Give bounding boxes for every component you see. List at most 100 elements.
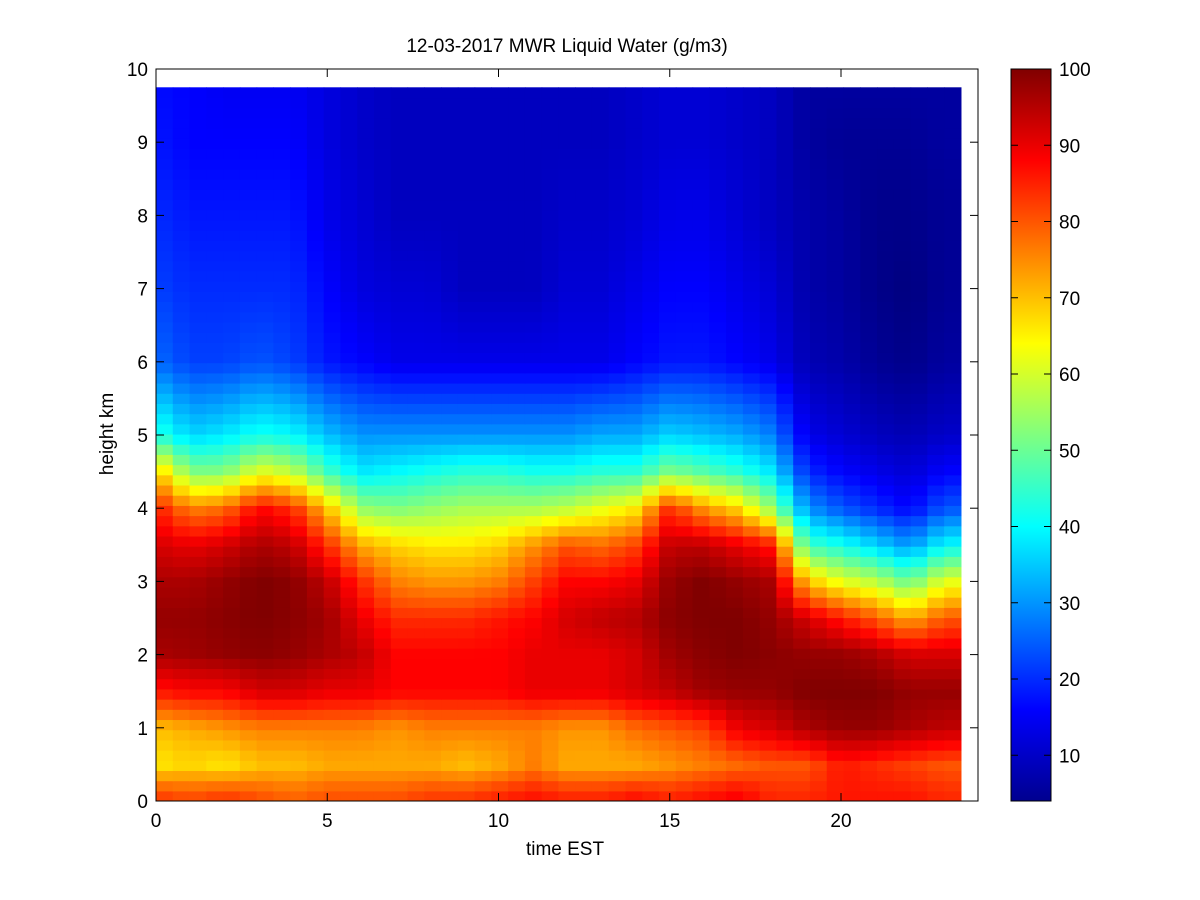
heatmap-cell [441, 321, 459, 333]
heatmap-cell [826, 168, 845, 180]
heatmap-cell [340, 107, 358, 119]
heatmap-cell [826, 474, 845, 486]
heatmap-cell [189, 760, 207, 772]
heatmap-cell [273, 678, 291, 690]
heatmap-cell [172, 311, 191, 323]
heatmap-cell [776, 189, 794, 201]
heatmap-cell [441, 709, 459, 721]
heatmap-cell [759, 219, 778, 231]
heatmap-cell [809, 719, 828, 731]
heatmap-cell [340, 209, 358, 221]
heatmap-cell [893, 352, 912, 364]
heatmap-cell [793, 474, 811, 486]
heatmap-cell [491, 515, 509, 527]
heatmap-cell [591, 281, 610, 292]
heatmap-cell [709, 189, 727, 201]
heatmap-cell [877, 617, 895, 629]
heatmap-cell [927, 709, 945, 721]
heatmap-cell [558, 230, 576, 241]
heatmap-cell [793, 372, 811, 384]
heatmap-cell [290, 515, 308, 527]
heatmap-cell [625, 382, 643, 394]
heatmap-cell [826, 729, 845, 741]
heatmap-cell [793, 107, 811, 119]
heatmap-cell [625, 668, 643, 680]
heatmap-cell [843, 433, 861, 445]
heatmap-cell [156, 230, 174, 241]
heatmap-cell [709, 444, 727, 455]
heatmap-cell [290, 750, 308, 761]
heatmap-cell [206, 515, 224, 527]
heatmap-cell [692, 270, 710, 282]
heatmap-cell [256, 780, 274, 792]
heatmap-cell [189, 97, 207, 109]
y-tick-label: 6 [137, 353, 148, 374]
heatmap-cell [373, 117, 392, 129]
heatmap-cell [239, 678, 258, 690]
heatmap-cell [457, 158, 476, 170]
heatmap-cell [776, 301, 794, 313]
heatmap-cell [826, 158, 845, 170]
heatmap-cell [591, 413, 610, 425]
heatmap-cell [608, 627, 627, 639]
heatmap-cell [893, 637, 912, 649]
heatmap-cell [575, 250, 593, 262]
heatmap-cell [290, 709, 308, 721]
heatmap-cell [759, 199, 778, 211]
heatmap-cell [340, 617, 358, 629]
heatmap-cell [524, 413, 543, 425]
heatmap-cell [809, 382, 828, 394]
heatmap-cell [944, 413, 962, 425]
heatmap-cell [474, 148, 492, 160]
heatmap-cell [357, 484, 375, 496]
heatmap-cell [273, 750, 291, 761]
heatmap-cell [575, 597, 593, 608]
heatmap-cell [491, 403, 509, 415]
heatmap-cell [306, 525, 325, 537]
heatmap-cell [457, 597, 476, 608]
heatmap-cell [659, 321, 677, 333]
heatmap-cell [373, 240, 392, 252]
heatmap-cell [306, 168, 325, 180]
heatmap-cell [508, 576, 526, 588]
heatmap-cell [944, 739, 962, 751]
heatmap-cell [675, 474, 694, 486]
heatmap-cell [809, 699, 828, 710]
heatmap-cell [558, 362, 576, 374]
heatmap-cell [625, 709, 643, 721]
heatmap-cell [826, 617, 845, 629]
heatmap-cell [290, 87, 308, 99]
heatmap-cell [877, 372, 895, 384]
heatmap-cell [726, 515, 744, 527]
heatmap-cell [742, 505, 761, 517]
heatmap-cell [692, 678, 710, 690]
heatmap-cell [508, 515, 526, 527]
heatmap-cell [642, 648, 660, 659]
heatmap-cell [726, 586, 744, 598]
heatmap-cell [860, 301, 878, 313]
heatmap-cell [675, 158, 694, 170]
heatmap-cell [407, 637, 425, 649]
heatmap-cell [893, 393, 912, 404]
heatmap-cell [793, 230, 811, 241]
heatmap-cell [726, 617, 744, 629]
heatmap-cell [441, 546, 459, 557]
heatmap-cell [206, 240, 224, 252]
heatmap-cell [223, 556, 241, 568]
heatmap-cell [776, 709, 794, 721]
heatmap-cell [373, 423, 392, 435]
heatmap-cell [893, 270, 912, 282]
heatmap-cell [826, 332, 845, 343]
heatmap-cell [742, 495, 761, 506]
heatmap-cell [323, 107, 342, 119]
heatmap-cell [826, 780, 845, 792]
heatmap-cell [508, 546, 526, 557]
heatmap-cell [826, 342, 845, 353]
heatmap-cell [306, 332, 325, 343]
heatmap-cell [189, 209, 207, 221]
heatmap-cell [893, 729, 912, 741]
heatmap-cell [441, 372, 459, 384]
heatmap-cell [910, 270, 928, 282]
heatmap-cell [508, 709, 526, 721]
heatmap-cell [541, 250, 560, 262]
